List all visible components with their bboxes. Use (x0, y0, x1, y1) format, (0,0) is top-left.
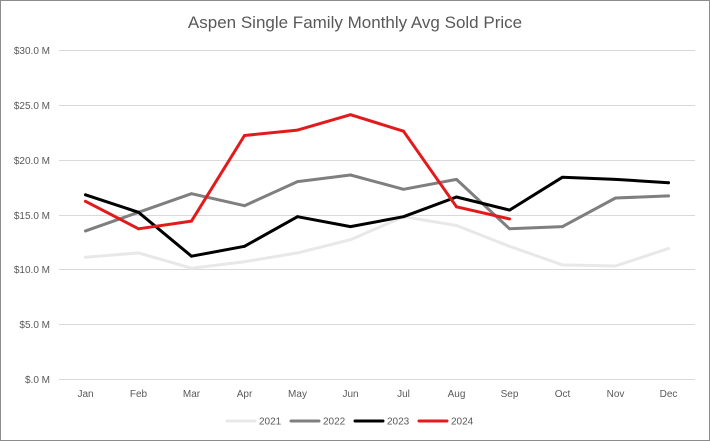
data-point-2022 (243, 204, 246, 208)
data-point-2023 (614, 178, 617, 181)
data-point-2021 (243, 260, 246, 264)
data-point-2021 (296, 251, 299, 255)
data-point-2021 (190, 266, 193, 270)
y-tick-label: $5.0 M (19, 320, 50, 331)
data-point-2023 (243, 244, 246, 248)
y-tick-label: $30.0 M (14, 46, 50, 57)
data-point-2022 (190, 192, 193, 196)
legend-label-2022: 2022 (323, 417, 346, 428)
data-point-2021 (349, 238, 352, 242)
data-point-2023 (84, 193, 87, 197)
data-point-2024 (455, 205, 458, 209)
legend-label-2023: 2023 (387, 417, 410, 428)
y-tick-label: $25.0 M (14, 101, 50, 112)
data-point-2022 (455, 178, 458, 181)
series-line-2022 (84, 173, 670, 233)
y-tick-label: $.0 M (25, 375, 50, 386)
data-point-2022 (84, 229, 87, 233)
series-line-2024 (84, 113, 511, 231)
data-point-2022 (667, 194, 670, 198)
gridlines (59, 50, 695, 380)
data-point-2023 (667, 181, 670, 185)
series-lines (84, 113, 670, 270)
data-point-2022 (508, 227, 511, 231)
data-point-2024 (190, 219, 193, 223)
y-axis-tick-labels: $.0 M $5.0 M $10.0 M $15.0 M $20.0 M $25.0 M $… (14, 46, 50, 386)
data-point-2022 (349, 173, 352, 177)
data-point-2023 (561, 175, 564, 179)
data-point-2021 (614, 264, 617, 268)
data-point-2021 (561, 263, 564, 267)
chart-title: Aspen Single Family Monthly Avg Sold Pri… (188, 13, 522, 32)
data-point-2024 (296, 128, 299, 132)
x-tick-label: Jul (397, 389, 410, 400)
y-tick-label: $20.0 M (14, 156, 50, 167)
data-point-2023 (190, 254, 193, 258)
data-point-2023 (508, 208, 511, 212)
data-point-2024 (137, 227, 140, 231)
x-tick-label: Aug (448, 389, 466, 400)
x-tick-label: Jun (342, 389, 358, 400)
legend-label-2021: 2021 (259, 417, 282, 428)
data-point-2024 (349, 113, 352, 117)
y-tick-label: $10.0 M (14, 265, 50, 276)
x-tick-label: Feb (130, 389, 148, 400)
legend-label-2024: 2024 (451, 417, 474, 428)
data-point-2024 (84, 199, 87, 203)
series-line-2021 (84, 215, 670, 270)
y-tick-label: $15.0 M (14, 211, 50, 222)
x-tick-label: Nov (607, 389, 625, 400)
data-point-2023 (455, 195, 458, 199)
data-point-2024 (243, 134, 246, 137)
x-axis-tick-labels: Jan Feb Mar Apr May Jun Jul Aug Sep Oct Nov Dec (77, 389, 677, 400)
data-point-2021 (508, 244, 511, 248)
data-point-2022 (561, 225, 564, 228)
data-point-2024 (508, 217, 511, 221)
series-line-2023 (84, 175, 670, 258)
x-tick-label: Mar (183, 389, 201, 400)
data-point-2021 (455, 224, 458, 227)
x-tick-label: Apr (237, 389, 253, 400)
x-tick-label: Jan (77, 389, 93, 400)
data-point-2021 (667, 247, 670, 250)
data-point-2022 (402, 187, 405, 191)
data-point-2022 (614, 196, 617, 200)
data-point-2022 (296, 180, 299, 184)
data-point-2021 (137, 251, 140, 255)
x-tick-label: Oct (555, 389, 571, 400)
data-point-2023 (402, 215, 405, 219)
data-point-2023 (296, 215, 299, 219)
data-point-2023 (137, 210, 140, 214)
x-tick-label: Dec (660, 389, 678, 400)
legend: 2021 2022 2023 2024 (225, 417, 474, 428)
data-point-2023 (349, 225, 352, 228)
data-point-2024 (402, 129, 405, 133)
x-tick-label: Sep (501, 389, 519, 400)
data-point-2021 (84, 255, 87, 259)
x-tick-label: May (288, 389, 307, 400)
